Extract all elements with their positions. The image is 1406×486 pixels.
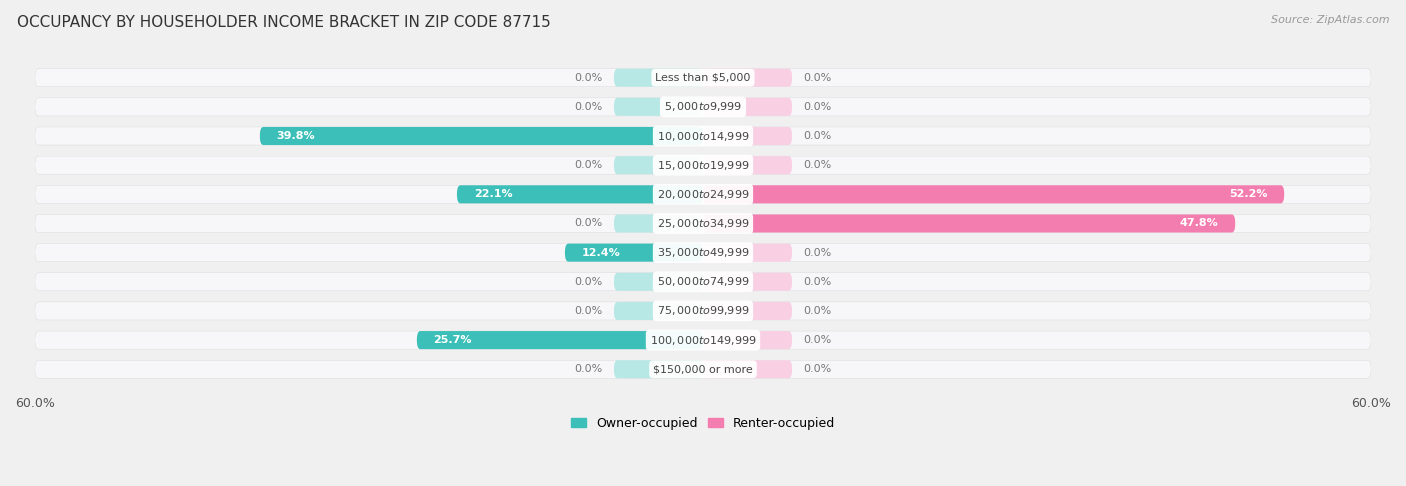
- FancyBboxPatch shape: [614, 98, 703, 116]
- FancyBboxPatch shape: [703, 156, 792, 174]
- Text: 0.0%: 0.0%: [575, 277, 603, 287]
- Text: $20,000 to $24,999: $20,000 to $24,999: [657, 188, 749, 201]
- FancyBboxPatch shape: [614, 273, 703, 291]
- FancyBboxPatch shape: [614, 214, 703, 232]
- Text: 0.0%: 0.0%: [803, 364, 831, 374]
- Text: 0.0%: 0.0%: [803, 73, 831, 83]
- FancyBboxPatch shape: [703, 185, 1284, 203]
- FancyBboxPatch shape: [703, 69, 792, 87]
- Text: 0.0%: 0.0%: [575, 160, 603, 170]
- FancyBboxPatch shape: [703, 360, 792, 378]
- FancyBboxPatch shape: [260, 127, 703, 145]
- FancyBboxPatch shape: [614, 302, 703, 320]
- FancyBboxPatch shape: [35, 302, 1371, 320]
- Text: 52.2%: 52.2%: [1229, 190, 1268, 199]
- Text: 0.0%: 0.0%: [803, 131, 831, 141]
- FancyBboxPatch shape: [457, 185, 703, 203]
- Text: 0.0%: 0.0%: [803, 160, 831, 170]
- Text: $50,000 to $74,999: $50,000 to $74,999: [657, 275, 749, 288]
- FancyBboxPatch shape: [35, 69, 1371, 87]
- FancyBboxPatch shape: [35, 185, 1371, 203]
- Text: OCCUPANCY BY HOUSEHOLDER INCOME BRACKET IN ZIP CODE 87715: OCCUPANCY BY HOUSEHOLDER INCOME BRACKET …: [17, 15, 551, 30]
- FancyBboxPatch shape: [565, 243, 703, 261]
- Text: $75,000 to $99,999: $75,000 to $99,999: [657, 304, 749, 317]
- Text: 0.0%: 0.0%: [803, 248, 831, 258]
- Text: Source: ZipAtlas.com: Source: ZipAtlas.com: [1271, 15, 1389, 25]
- FancyBboxPatch shape: [703, 302, 792, 320]
- Text: 0.0%: 0.0%: [803, 102, 831, 112]
- Text: $150,000 or more: $150,000 or more: [654, 364, 752, 374]
- Text: Less than $5,000: Less than $5,000: [655, 73, 751, 83]
- Text: 22.1%: 22.1%: [474, 190, 512, 199]
- FancyBboxPatch shape: [703, 214, 1236, 232]
- FancyBboxPatch shape: [35, 360, 1371, 378]
- FancyBboxPatch shape: [703, 98, 792, 116]
- Text: 0.0%: 0.0%: [575, 306, 603, 316]
- FancyBboxPatch shape: [35, 98, 1371, 116]
- FancyBboxPatch shape: [614, 156, 703, 174]
- Text: 39.8%: 39.8%: [277, 131, 315, 141]
- Text: 0.0%: 0.0%: [803, 335, 831, 345]
- Text: 0.0%: 0.0%: [575, 219, 603, 228]
- Text: 0.0%: 0.0%: [575, 73, 603, 83]
- FancyBboxPatch shape: [416, 331, 703, 349]
- FancyBboxPatch shape: [35, 243, 1371, 261]
- FancyBboxPatch shape: [35, 156, 1371, 174]
- FancyBboxPatch shape: [703, 273, 792, 291]
- FancyBboxPatch shape: [614, 360, 703, 378]
- Text: 0.0%: 0.0%: [803, 277, 831, 287]
- FancyBboxPatch shape: [614, 69, 703, 87]
- Text: $5,000 to $9,999: $5,000 to $9,999: [664, 100, 742, 113]
- Text: $100,000 to $149,999: $100,000 to $149,999: [650, 333, 756, 347]
- Text: 47.8%: 47.8%: [1180, 219, 1219, 228]
- Text: $25,000 to $34,999: $25,000 to $34,999: [657, 217, 749, 230]
- Text: 0.0%: 0.0%: [803, 306, 831, 316]
- Text: 12.4%: 12.4%: [582, 248, 620, 258]
- FancyBboxPatch shape: [35, 127, 1371, 145]
- Text: 0.0%: 0.0%: [575, 102, 603, 112]
- Text: $15,000 to $19,999: $15,000 to $19,999: [657, 158, 749, 172]
- Text: 0.0%: 0.0%: [575, 364, 603, 374]
- FancyBboxPatch shape: [35, 214, 1371, 232]
- FancyBboxPatch shape: [35, 331, 1371, 349]
- Text: 25.7%: 25.7%: [433, 335, 472, 345]
- FancyBboxPatch shape: [703, 127, 792, 145]
- Text: $35,000 to $49,999: $35,000 to $49,999: [657, 246, 749, 259]
- Text: $10,000 to $14,999: $10,000 to $14,999: [657, 129, 749, 142]
- FancyBboxPatch shape: [703, 331, 792, 349]
- Legend: Owner-occupied, Renter-occupied: Owner-occupied, Renter-occupied: [567, 412, 839, 434]
- FancyBboxPatch shape: [35, 273, 1371, 291]
- FancyBboxPatch shape: [703, 243, 792, 261]
